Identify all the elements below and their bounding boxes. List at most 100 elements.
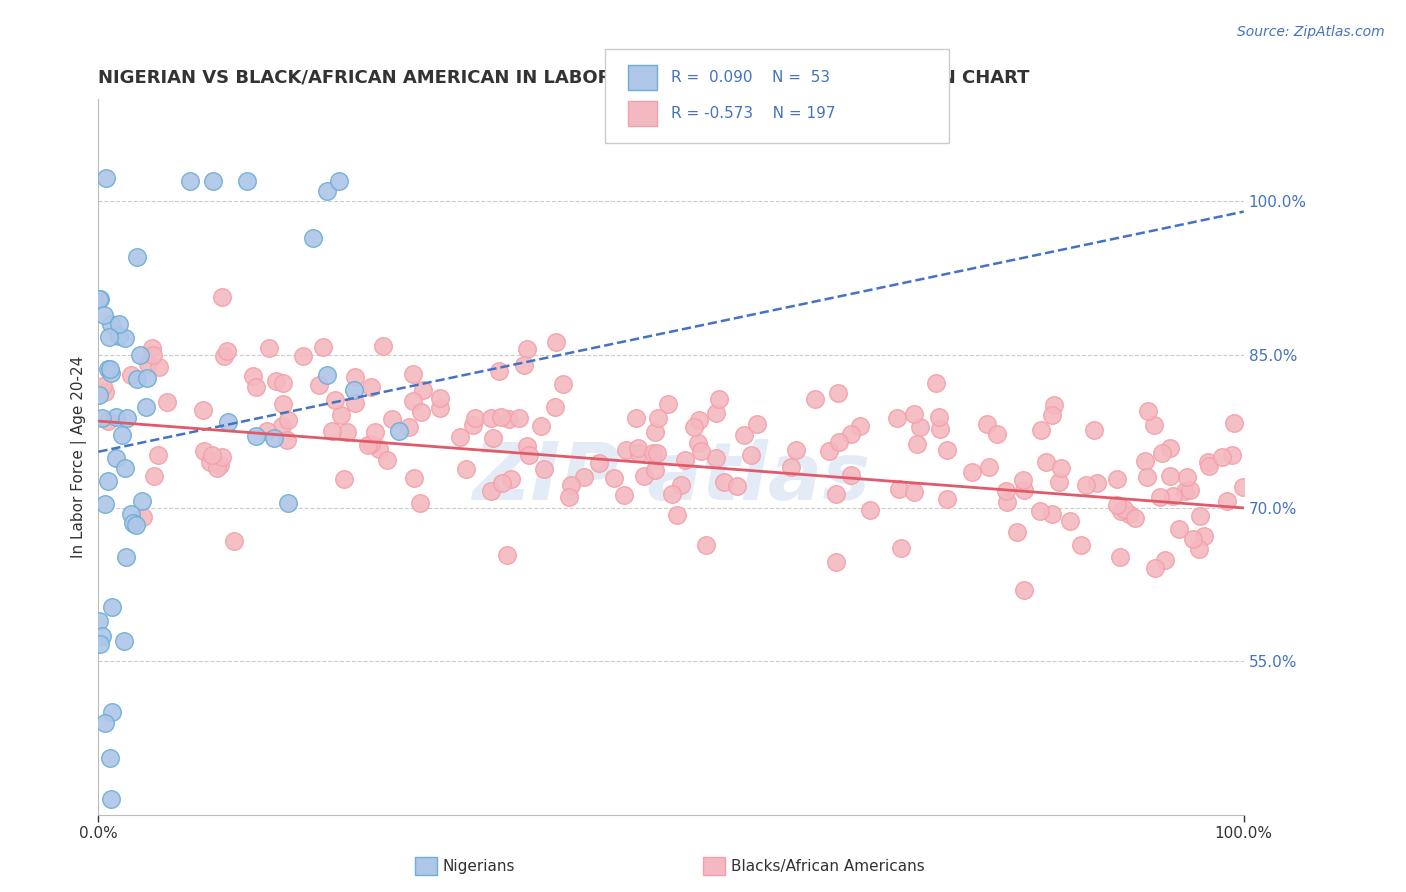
Point	[643, 446, 665, 460]
Point	[97, 330, 120, 344]
Point	[1178, 483, 1201, 497]
Point	[429, 401, 451, 415]
Point	[449, 430, 471, 444]
Point	[1012, 582, 1035, 597]
Point	[828, 435, 851, 450]
Point	[97, 474, 120, 488]
Point	[1159, 441, 1181, 455]
Point	[90, 630, 112, 644]
Point	[276, 433, 298, 447]
Point	[602, 471, 624, 485]
Point	[1220, 449, 1243, 463]
Point	[125, 250, 148, 264]
Point	[93, 715, 115, 730]
Point	[986, 427, 1008, 442]
Point	[804, 392, 827, 407]
Point	[245, 429, 267, 443]
Point	[516, 439, 538, 453]
Point	[644, 463, 666, 477]
Point	[713, 475, 735, 490]
Point	[1149, 490, 1171, 504]
Point	[1192, 529, 1215, 543]
Point	[330, 408, 353, 422]
Point	[785, 443, 807, 458]
Point	[266, 374, 288, 388]
Point	[321, 425, 343, 439]
Point	[491, 476, 513, 491]
Point	[142, 348, 165, 362]
Point	[132, 510, 155, 524]
Point	[108, 328, 131, 343]
Point	[292, 349, 315, 363]
Point	[1040, 408, 1063, 422]
Point	[745, 417, 768, 431]
Point	[508, 411, 530, 425]
Point	[647, 411, 669, 425]
Point	[1043, 398, 1066, 412]
Point	[1108, 549, 1130, 564]
Point	[1143, 418, 1166, 433]
Point	[200, 455, 222, 469]
Point	[1188, 508, 1211, 523]
Point	[1197, 455, 1219, 469]
Point	[979, 459, 1001, 474]
Point	[271, 397, 294, 411]
Point	[690, 444, 713, 458]
Point	[827, 386, 849, 401]
Point	[479, 483, 502, 498]
Point	[215, 344, 238, 359]
Point	[236, 174, 259, 188]
Point	[825, 487, 848, 501]
Point	[214, 349, 236, 363]
Point	[368, 442, 391, 456]
Point	[675, 452, 697, 467]
Point	[825, 555, 848, 569]
Point	[179, 174, 201, 188]
Point	[191, 403, 214, 417]
Point	[1211, 450, 1233, 464]
Point	[1007, 525, 1029, 540]
Point	[1160, 468, 1182, 483]
Point	[530, 419, 553, 434]
Text: R =  0.090    N =  53: R = 0.090 N = 53	[671, 70, 830, 85]
Point	[108, 317, 131, 331]
Point	[316, 184, 339, 198]
Text: Nigerians: Nigerians	[443, 859, 516, 873]
Text: NIGERIAN VS BLACK/AFRICAN AMERICAN IN LABOR FORCE | AGE 20-24 CORRELATION CHART: NIGERIAN VS BLACK/AFRICAN AMERICAN IN LA…	[98, 69, 1029, 87]
Point	[343, 396, 366, 410]
Point	[903, 484, 925, 499]
Point	[886, 410, 908, 425]
Point	[155, 394, 177, 409]
Point	[464, 411, 486, 425]
Point	[398, 419, 420, 434]
Point	[501, 472, 523, 486]
Point	[976, 417, 998, 432]
Point	[1049, 461, 1071, 475]
Point	[935, 443, 957, 458]
Point	[707, 392, 730, 406]
Point	[1012, 483, 1035, 498]
Point	[661, 487, 683, 501]
Point	[201, 174, 224, 188]
Point	[1042, 508, 1064, 522]
Point	[544, 400, 567, 414]
Point	[343, 383, 366, 397]
Point	[114, 331, 136, 345]
Point	[551, 376, 574, 391]
Point	[259, 341, 281, 355]
Point	[890, 541, 912, 555]
Point	[135, 400, 157, 414]
Point	[644, 425, 666, 439]
Point	[725, 479, 748, 493]
Point	[454, 462, 477, 476]
Point	[513, 358, 536, 372]
Point	[93, 497, 115, 511]
Point	[402, 394, 425, 409]
Point	[98, 751, 121, 765]
Point	[817, 443, 839, 458]
Point	[325, 393, 347, 408]
Point	[1223, 416, 1246, 430]
Point	[87, 614, 110, 628]
Point	[120, 368, 142, 382]
Point	[308, 377, 330, 392]
